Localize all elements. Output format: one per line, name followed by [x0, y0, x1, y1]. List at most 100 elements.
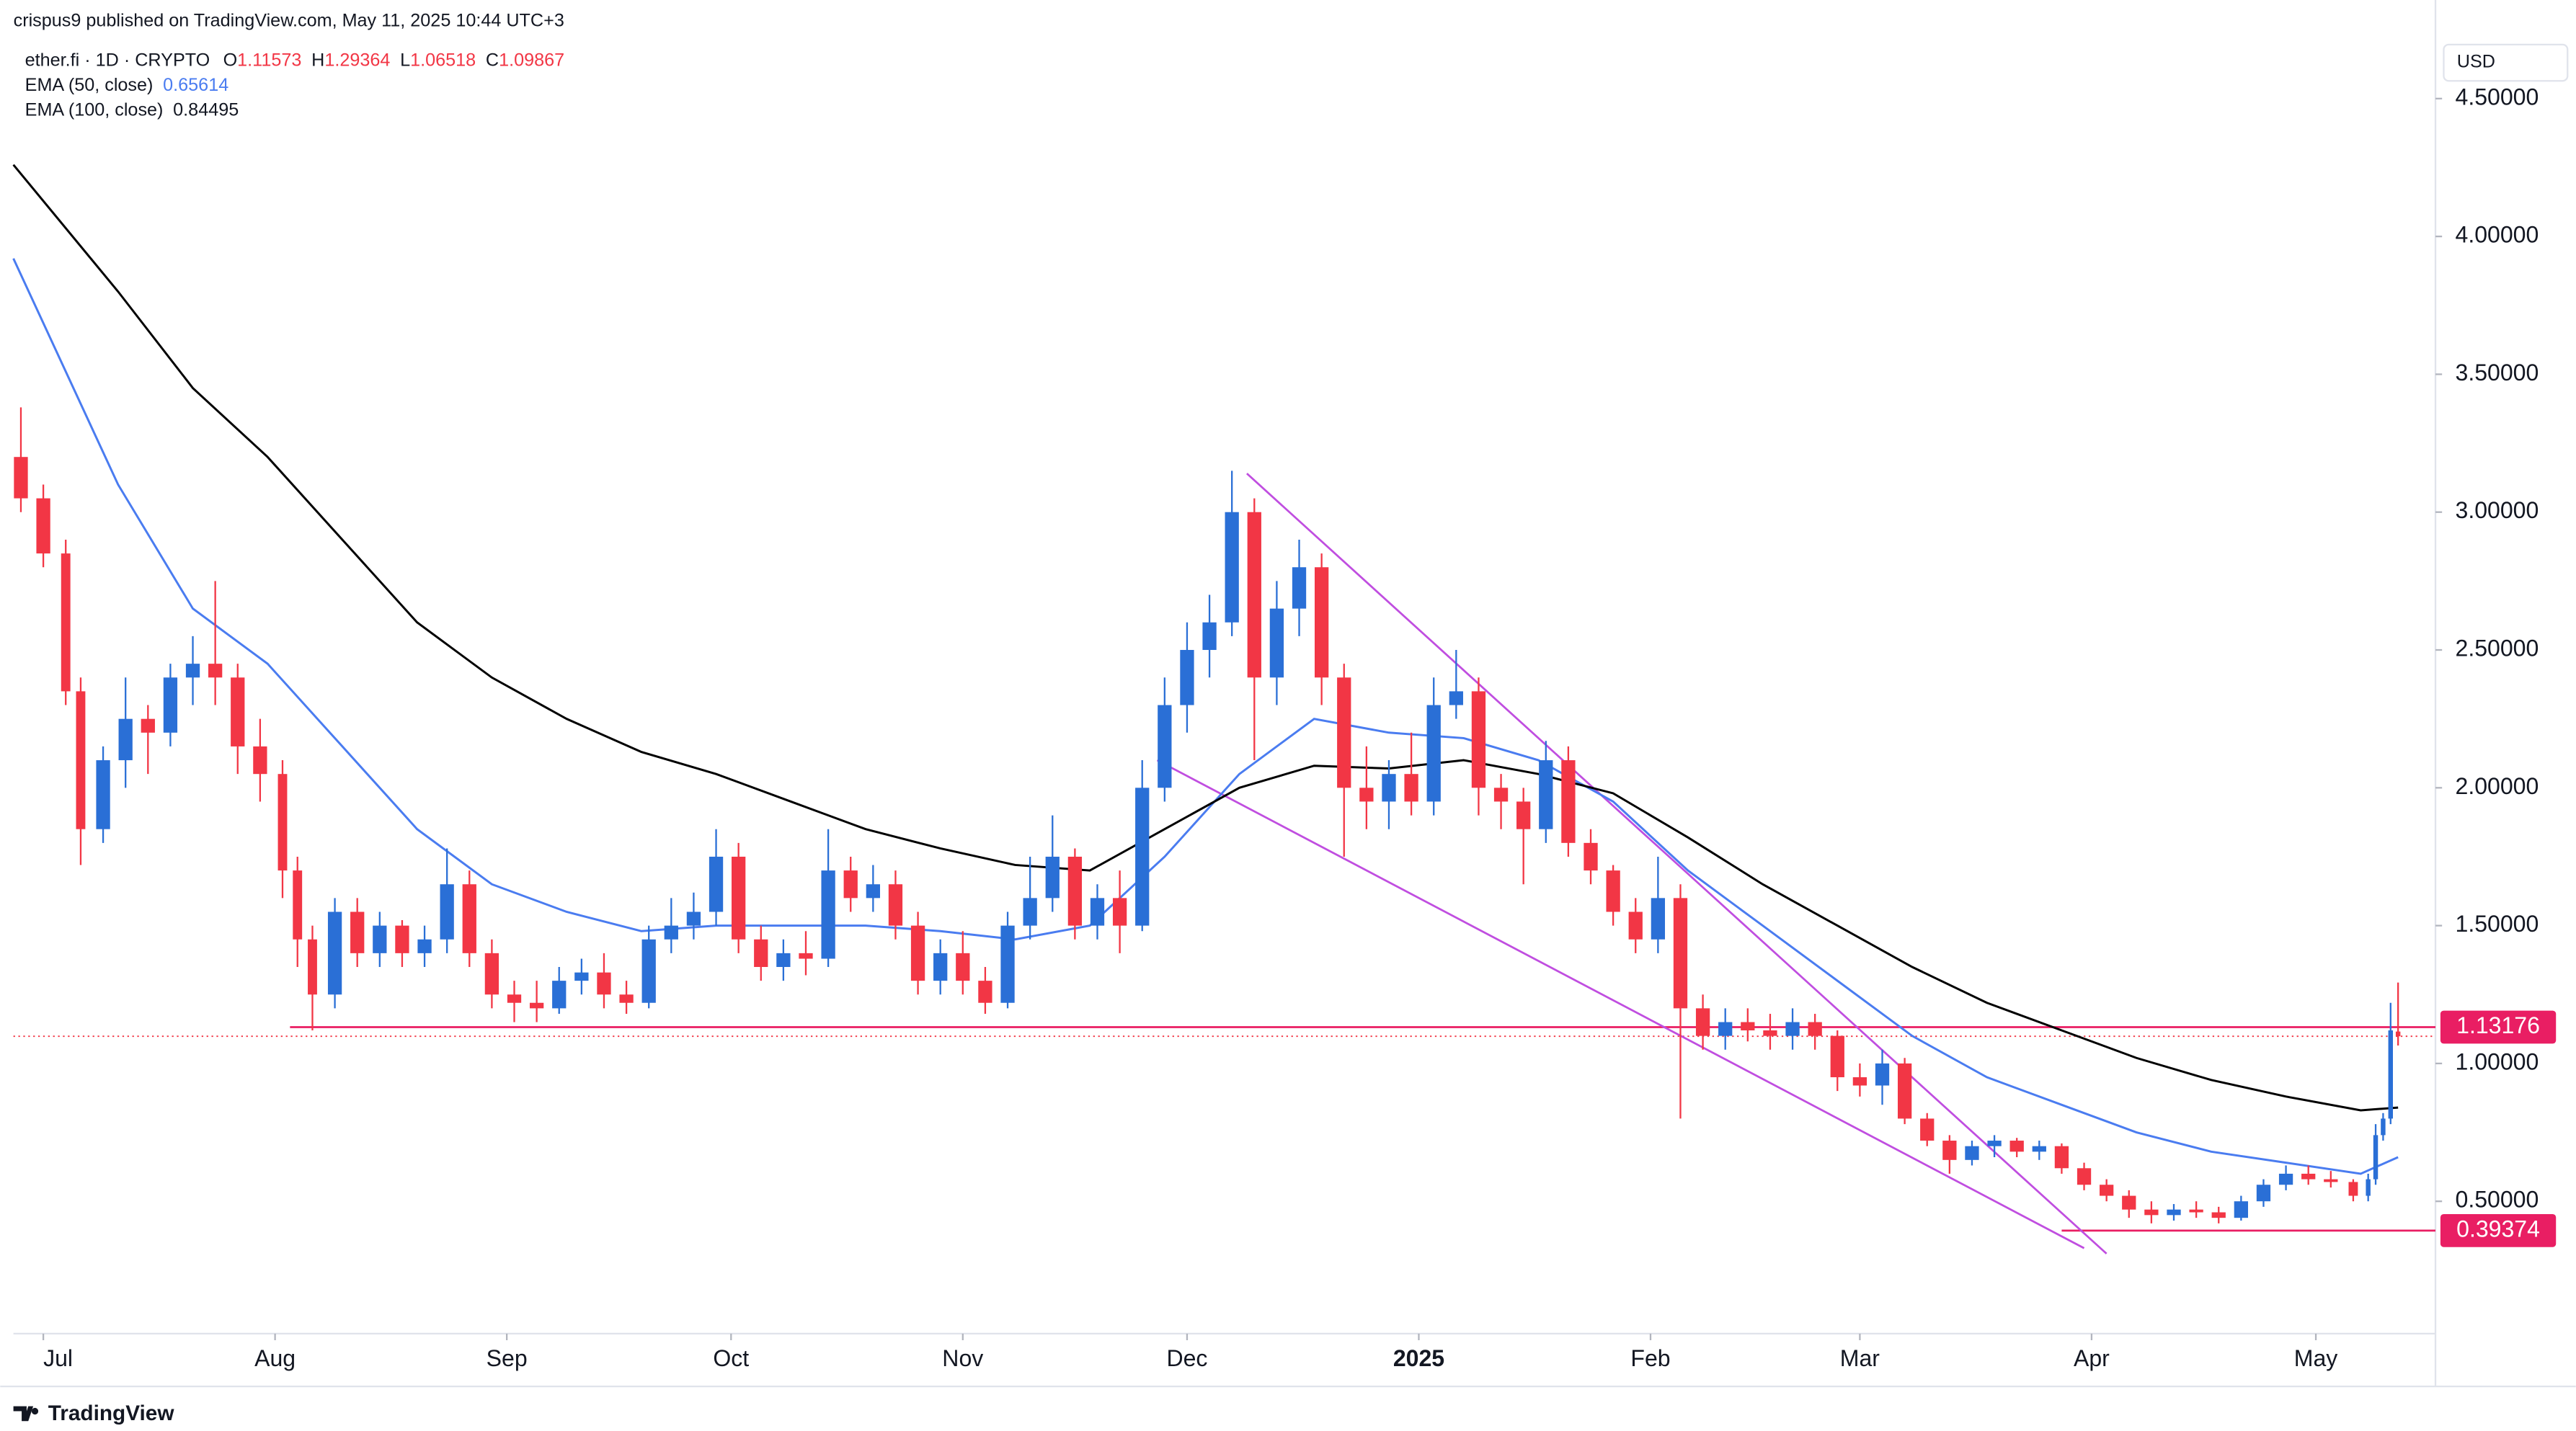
trendline: [1156, 759, 2085, 1249]
candle-body: [732, 856, 746, 940]
candle-body: [2077, 1168, 2092, 1185]
candle-body: [1314, 567, 1329, 678]
indicator-value: 0.65614: [163, 75, 228, 95]
candle-body: [462, 884, 476, 953]
candle-body: [776, 953, 791, 968]
candle-body: [664, 925, 678, 940]
candle-body: [231, 677, 245, 746]
candle-body: [1628, 911, 1643, 940]
candle-body: [14, 457, 28, 499]
candle-body: [1830, 1035, 1844, 1078]
x-tick-label: Jul: [43, 1345, 73, 1371]
y-tick-label: 2.00000: [2455, 773, 2539, 799]
candle-body: [208, 664, 223, 678]
candle-body: [1785, 1022, 1800, 1036]
candle-body: [1449, 691, 1463, 705]
candle-body: [2144, 1209, 2159, 1216]
indicator-name: EMA (100, close): [25, 99, 164, 120]
candle-body: [1225, 512, 1239, 623]
candle-body: [417, 939, 432, 953]
x-tick-label: Feb: [1630, 1345, 1670, 1371]
candle-body: [1382, 774, 1396, 802]
symbol-title: ether.fi · 1D · CRYPTO: [25, 50, 210, 70]
candle-body: [2278, 1173, 2293, 1185]
candle-body: [552, 981, 567, 1009]
ohlc-letter: L: [400, 50, 410, 70]
candle-body: [1067, 856, 1083, 926]
candle-body: [2032, 1146, 2046, 1152]
currency: USD: [2457, 52, 2495, 72]
candle-body: [1606, 870, 1620, 912]
candle-body: [327, 911, 342, 995]
candle-body: [686, 911, 701, 926]
level-label-box: [2440, 1213, 2557, 1247]
plot-area: [12, 164, 2436, 1254]
x-tick-label: Aug: [254, 1345, 296, 1371]
y-tick-label: 3.00000: [2455, 497, 2539, 523]
x-tick-label: Oct: [713, 1345, 749, 1371]
candle-body: [163, 677, 178, 733]
ema-line: [12, 258, 2399, 1175]
candle-body: [1471, 691, 1486, 788]
y-tick-label: 1.50000: [2455, 911, 2539, 937]
ohlc-value: 1.29364: [324, 50, 390, 70]
candle-body: [1695, 1008, 1710, 1036]
candle-body: [1180, 650, 1194, 705]
x-tick-label: 2025: [1393, 1345, 1444, 1371]
candle-body: [888, 884, 903, 926]
candle-body: [2256, 1185, 2271, 1202]
currency-box[interactable]: [2443, 43, 2569, 82]
candle-body: [1135, 788, 1150, 926]
candle-body: [185, 664, 200, 678]
candle-body: [373, 925, 387, 953]
candle-body: [1158, 705, 1172, 788]
candle-body: [529, 1002, 544, 1009]
candle-body: [1651, 898, 1666, 940]
candle-body: [96, 760, 110, 829]
candle-body: [1584, 842, 1598, 871]
x-tick-label: Mar: [1840, 1345, 1880, 1371]
candle-body: [1202, 622, 1217, 651]
ohlc-value: 1.09867: [499, 50, 564, 70]
y-tick-label: 0.50000: [2455, 1187, 2539, 1213]
candle-body: [1516, 801, 1531, 829]
candle-body: [1561, 760, 1576, 843]
indicator-legend: EMA (50, close) 0.65614: [25, 75, 229, 95]
candle-body: [1247, 512, 1261, 678]
candle-body: [2395, 1031, 2401, 1037]
y-tick-label: 1.00000: [2455, 1048, 2539, 1074]
candle-body: [2234, 1201, 2248, 1218]
logo-icon: [13, 1406, 39, 1422]
candle-body: [1292, 567, 1307, 609]
candle-body: [1539, 760, 1553, 829]
candle-body: [1673, 898, 1688, 1009]
candle-body: [597, 972, 611, 995]
candle-body: [1023, 898, 1037, 926]
candle-body: [1718, 1022, 1733, 1036]
publisher: crispus9 published on TradingView.com, M…: [14, 10, 564, 30]
candle-body: [1493, 788, 1509, 802]
candle-body: [61, 553, 71, 692]
candle-body: [2189, 1209, 2203, 1213]
candle-body: [754, 939, 768, 968]
candle-body: [2366, 1179, 2371, 1196]
candle-body: [1269, 608, 1284, 678]
candle-body: [821, 870, 835, 959]
candle-body: [1942, 1141, 1957, 1160]
candle-body: [2324, 1179, 2338, 1182]
candle-body: [1897, 1063, 1912, 1119]
candle-body: [2211, 1212, 2226, 1218]
ohlc-legend: O1.11573 H1.29364 L1.06518 C1.09867: [223, 50, 565, 70]
candle-body: [1426, 705, 1441, 802]
x-tick-label: May: [2294, 1345, 2338, 1371]
candle-body: [619, 994, 634, 1003]
candle-body: [1337, 677, 1351, 788]
x-tick-label: Dec: [1166, 1345, 1207, 1371]
candle-body: [2054, 1146, 2069, 1169]
candle-body: [141, 718, 155, 733]
candle-body: [1920, 1118, 1935, 1141]
